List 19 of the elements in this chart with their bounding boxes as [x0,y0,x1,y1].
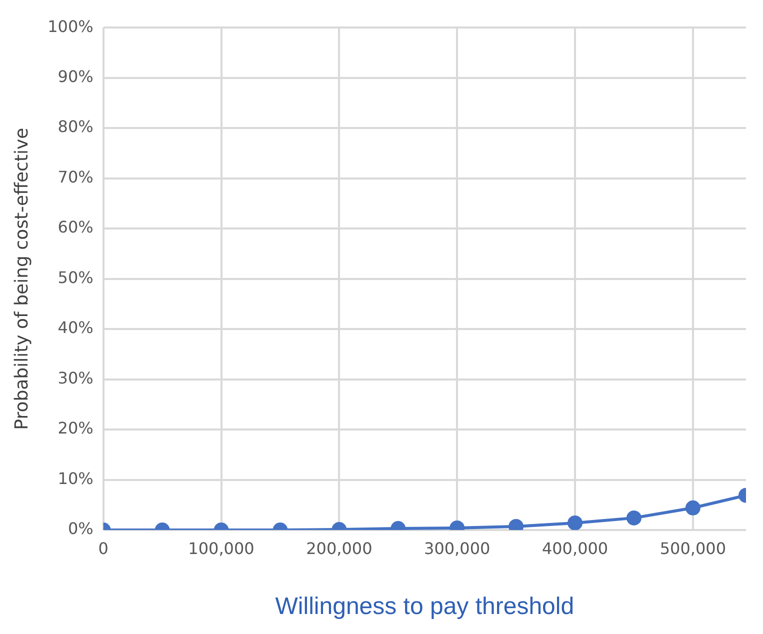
y-tick-label: 90% [58,66,94,86]
x-tick-label: 500,000 [660,538,726,558]
y-tick-label: 80% [58,117,94,136]
x-tick-label: 100,000 [188,538,254,558]
y-tick-label: 50% [58,268,94,287]
y-tick-label: 40% [58,318,94,338]
x-tick-label: 0 [98,538,108,558]
y-tick-label: 70% [58,167,94,186]
y-tick-label: 20% [58,418,94,438]
y-tick-label: 60% [58,218,94,237]
y-tick-label: 100% [48,16,94,36]
y-tick-label: 10% [58,468,94,488]
y-tick-label: 30% [58,368,94,388]
y-axis-title: Probability of being cost-effective [11,128,32,430]
x-axis-title: Willingness to pay threshold [275,593,574,620]
x-tick-label: 400,000 [542,538,608,558]
x-tick-label: 200,000 [306,538,372,558]
x-tick-label: 300,000 [424,538,490,558]
y-tick-label: 0% [68,519,94,538]
